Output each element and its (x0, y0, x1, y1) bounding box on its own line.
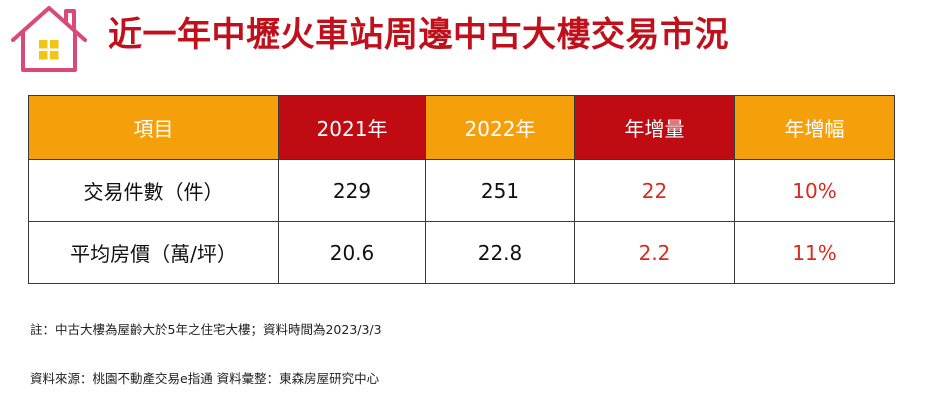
table-cell: 22 (574, 159, 735, 222)
table-cell: 251 (425, 159, 575, 222)
row-label: 平均房價（萬/坪） (28, 221, 279, 284)
table-row: 交易件數（件） 229 251 22 10% (28, 159, 895, 222)
table-row: 平均房價（萬/坪） 20.6 22.8 2.2 11% (28, 221, 895, 284)
table-cell: 10% (734, 159, 895, 222)
column-header-2021: 2021年 (278, 95, 426, 160)
table-cell: 20.6 (278, 221, 426, 284)
column-header-annual-growth: 年增幅 (734, 95, 895, 160)
column-header-item: 項目 (28, 95, 279, 160)
data-source: 資料來源：桃園不動產交易e指通 資料彙整：東森房屋研究中心 (30, 371, 380, 386)
table-cell: 229 (278, 159, 426, 222)
house-logo-icon (11, 6, 87, 72)
table-cell: 2.2 (574, 221, 735, 284)
page-title: 近一年中壢火車站周邊中古大樓交易市況 (108, 15, 729, 55)
row-label: 交易件數（件） (28, 159, 279, 222)
column-header-annual-change: 年增量 (574, 95, 735, 160)
table-cell: 11% (734, 221, 895, 284)
footnote: 註：中古大樓為屋齡大於5年之住宅大樓；資料時間為2023/3/3 (30, 322, 382, 337)
table-header-row: 項目 2021年 2022年 年增量 年增幅 (28, 95, 895, 160)
table-cell: 22.8 (425, 221, 575, 284)
column-header-2022: 2022年 (425, 95, 575, 160)
market-table: 項目 2021年 2022年 年增量 年增幅 交易件數（件） 229 251 2… (28, 95, 895, 284)
